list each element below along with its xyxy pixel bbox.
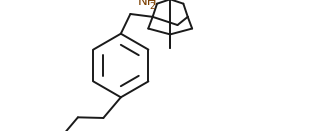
Text: 2: 2 [149,2,155,11]
Text: NH: NH [137,0,157,8]
